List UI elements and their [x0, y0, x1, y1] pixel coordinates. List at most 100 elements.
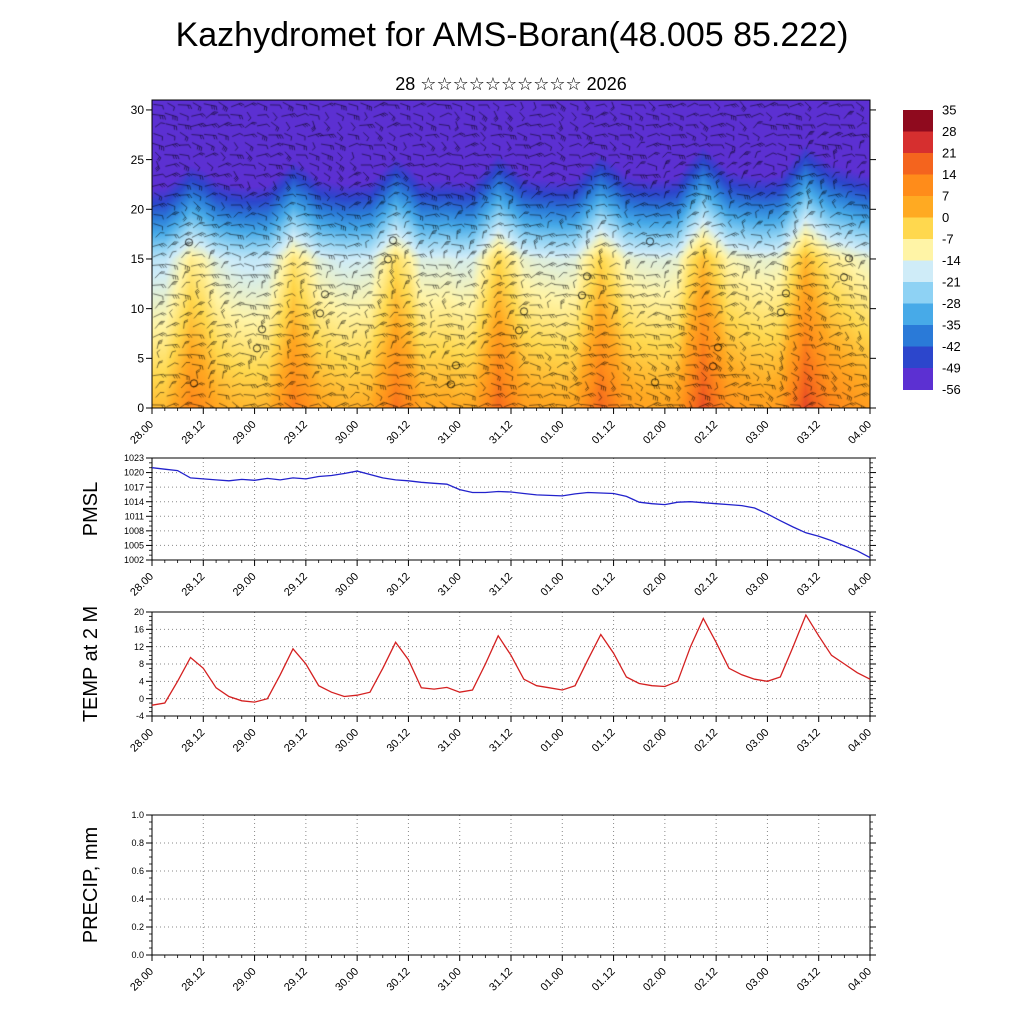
x-tick-label: 29.00 [231, 966, 259, 994]
colorbar-label: 21 [942, 146, 956, 161]
x-tick-label: 01.12 [590, 419, 618, 447]
x-tick-label: 02.12 [692, 966, 720, 994]
x-tick-label: 31.00 [436, 419, 464, 447]
y-tick-label: 20 [134, 607, 144, 617]
x-tick-label: 31.12 [487, 419, 515, 447]
y-tick-label: 1014 [124, 497, 144, 507]
colorbar-cell [903, 131, 933, 154]
x-tick-label: 02.00 [641, 419, 669, 447]
x-tick-label: 03.12 [795, 571, 823, 599]
x-tick-label: 30.12 [385, 571, 413, 599]
colorbar-label: -35 [942, 318, 961, 333]
colorbar-cell [903, 260, 933, 283]
x-tick-label: 30.12 [385, 419, 413, 447]
x-tick-label: 31.12 [487, 571, 515, 599]
colorbar-label: 0 [942, 210, 949, 225]
x-tick-label: 01.12 [590, 966, 618, 994]
colorbar-label: -7 [942, 232, 954, 247]
x-tick-label: 02.00 [641, 966, 669, 994]
x-tick-label: 29.12 [282, 966, 310, 994]
colorbar-cell [903, 239, 933, 261]
y-tick-label: -4 [136, 711, 144, 721]
y-tick-label: 30 [131, 103, 145, 117]
x-tick-label: 01.12 [590, 571, 618, 599]
y-tick-label: 4 [139, 676, 144, 686]
x-tick-label: 31.00 [436, 727, 464, 755]
x-tick-label: 01.00 [538, 571, 566, 599]
x-tick-label: 02.00 [641, 727, 669, 755]
colorbar-label: -28 [942, 296, 961, 311]
y-tick-label: 1008 [124, 526, 144, 536]
colorbar-cell [903, 110, 933, 132]
y-tick-label: 0.8 [131, 838, 144, 848]
x-tick-label: 01.12 [590, 727, 618, 755]
x-tick-label: 04.00 [846, 419, 874, 447]
x-tick-label: 31.12 [487, 966, 515, 994]
y-tick-label: 1023 [124, 453, 144, 463]
y-tick-label: 16 [134, 624, 144, 634]
colorbar-label: -42 [942, 339, 961, 354]
precip-panel-ylabel: PRECIP, mm [80, 827, 102, 943]
colorbar-label: 7 [942, 189, 949, 204]
x-tick-label: 28.12 [179, 419, 207, 447]
y-tick-label: 1.0 [131, 810, 144, 820]
pmsl-panel-series-line [151, 467, 871, 559]
colorbar-label: -49 [942, 361, 961, 376]
colorbar-label: -14 [942, 253, 961, 268]
x-tick-label: 03.00 [744, 571, 772, 599]
x-tick-label: 31.12 [487, 727, 515, 755]
colorbar-cell [903, 368, 933, 390]
temp-panel-series-line [151, 613, 871, 706]
y-tick-label: 12 [134, 642, 144, 652]
colorbar-cell [903, 196, 933, 218]
y-tick-label: 0.4 [131, 894, 144, 904]
x-tick-label: 04.00 [846, 571, 874, 599]
x-tick-label: 03.00 [744, 727, 772, 755]
colorbar-cell [903, 153, 933, 175]
x-tick-label: 04.00 [846, 966, 874, 994]
page-title: Kazhydromet for AMS-Boran(48.005 85.222) [175, 16, 849, 54]
y-tick-label: 5 [137, 352, 144, 366]
colorbar: 35 28 21 14 7 0 -7 -14 -21 -28 -35 -42 -49 -56 [903, 103, 961, 397]
x-tick-label: 28.00 [128, 571, 156, 599]
y-tick-label: 0 [139, 694, 144, 704]
pmsl-panel-ylabel: PMSL [80, 482, 102, 536]
x-tick-label: 03.12 [795, 966, 823, 994]
x-tick-label: 02.12 [692, 727, 720, 755]
x-tick-label: 03.12 [795, 727, 823, 755]
x-tick-label: 31.00 [436, 571, 464, 599]
y-tick-label: 25 [131, 153, 145, 167]
x-tick-label: 28.00 [128, 727, 156, 755]
precip-panel: 0.0 0.2 0.4 0.6 0.8 1.0 28.00 28.12 29.00 29.12 30… [80, 810, 876, 994]
colorbar-cell [903, 282, 933, 304]
x-tick-label: 30.00 [333, 419, 361, 447]
y-tick-label: 1020 [124, 468, 144, 478]
wind-temperature-heatmap-canvas [152, 100, 870, 408]
colorbar-cell [903, 325, 933, 347]
pmsl-panel: 1002 1005 1008 1011 1014 1017 1020 1023 28.00 28.… [80, 453, 876, 599]
x-tick-label: 28.00 [128, 966, 156, 994]
colorbar-label: 35 [942, 103, 956, 118]
colorbar-label: 14 [942, 167, 956, 182]
panel-border [151, 457, 871, 561]
x-tick-label: 02.12 [692, 419, 720, 447]
colorbar-label: 28 [942, 124, 956, 139]
y-tick-label: 1011 [125, 511, 144, 521]
colorbar-cell [903, 217, 933, 240]
colorbar-cell [903, 346, 933, 369]
x-tick-label: 03.00 [744, 419, 772, 447]
y-tick-label: 0 [137, 401, 144, 415]
x-tick-label: 01.00 [538, 966, 566, 994]
y-tick-label: 8 [139, 659, 144, 669]
y-tick-label: 1002 [124, 555, 144, 565]
y-tick-label: 20 [131, 202, 145, 216]
x-tick-label: 30.12 [385, 966, 413, 994]
x-tick-label: 29.12 [282, 571, 310, 599]
x-tick-label: 29.00 [231, 571, 259, 599]
x-tick-label: 30.00 [333, 571, 361, 599]
temp-panel-ylabel: TEMP at 2 M [80, 606, 102, 722]
y-tick-label: 0.0 [131, 950, 144, 960]
x-tick-label: 30.00 [333, 727, 361, 755]
y-tick-label: 0.6 [131, 866, 144, 876]
